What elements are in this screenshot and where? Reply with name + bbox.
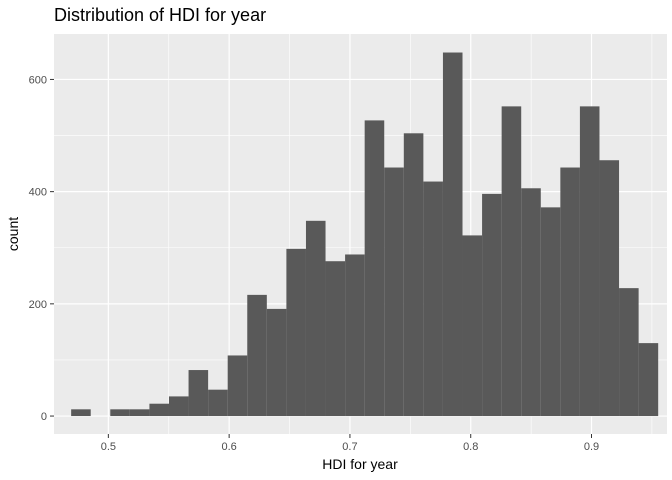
x-tick-label: 0.6: [221, 441, 236, 453]
histogram-bar: [305, 220, 326, 417]
histogram-bar: [462, 235, 483, 417]
histogram-bar: [71, 409, 91, 417]
x-tick-label: 0.7: [342, 441, 357, 453]
x-tick-label: 0.5: [101, 441, 116, 453]
y-tick-label: 0: [41, 411, 47, 423]
histogram-bar: [638, 343, 659, 417]
histogram-bar: [266, 308, 287, 417]
histogram-bar: [188, 370, 209, 417]
histogram-bar: [168, 396, 189, 417]
histogram-bar: [208, 389, 228, 417]
histogram-bar: [521, 188, 541, 417]
x-axis: 0.5 0.6 0.7 0.8 0.9: [101, 434, 599, 453]
y-axis: 0 200 400 600: [29, 74, 54, 423]
chart-title: Distribution of HDI for year: [54, 5, 266, 25]
histogram-bar: [560, 167, 580, 417]
y-tick-label: 400: [29, 187, 47, 199]
histogram-bar: [345, 254, 365, 417]
histogram-bar: [384, 167, 404, 417]
histogram-bar: [325, 261, 346, 417]
histogram-bar: [482, 193, 502, 417]
histogram-bar: [423, 181, 443, 417]
y-tick-label: 600: [29, 74, 47, 86]
histogram-bar: [403, 133, 424, 417]
histogram-bar: [247, 294, 267, 417]
x-tick-label: 0.9: [584, 441, 599, 453]
histogram-bar: [286, 248, 306, 417]
histogram-bar: [149, 403, 169, 417]
x-axis-title: HDI for year: [322, 456, 398, 472]
histogram-bar: [599, 160, 620, 417]
histogram-bar: [619, 288, 639, 417]
histogram-bar: [364, 120, 385, 417]
bars: [71, 52, 659, 417]
histogram-bar: [110, 409, 130, 417]
histogram-bar: [579, 106, 600, 417]
y-axis-title: count: [5, 217, 21, 251]
histogram-bar: [227, 355, 248, 417]
histogram-bar: [540, 207, 561, 417]
y-tick-label: 200: [29, 299, 47, 311]
histogram-bar: [501, 106, 522, 417]
histogram-bar: [129, 409, 150, 417]
x-tick-label: 0.8: [463, 441, 478, 453]
histogram-bar: [442, 52, 463, 417]
